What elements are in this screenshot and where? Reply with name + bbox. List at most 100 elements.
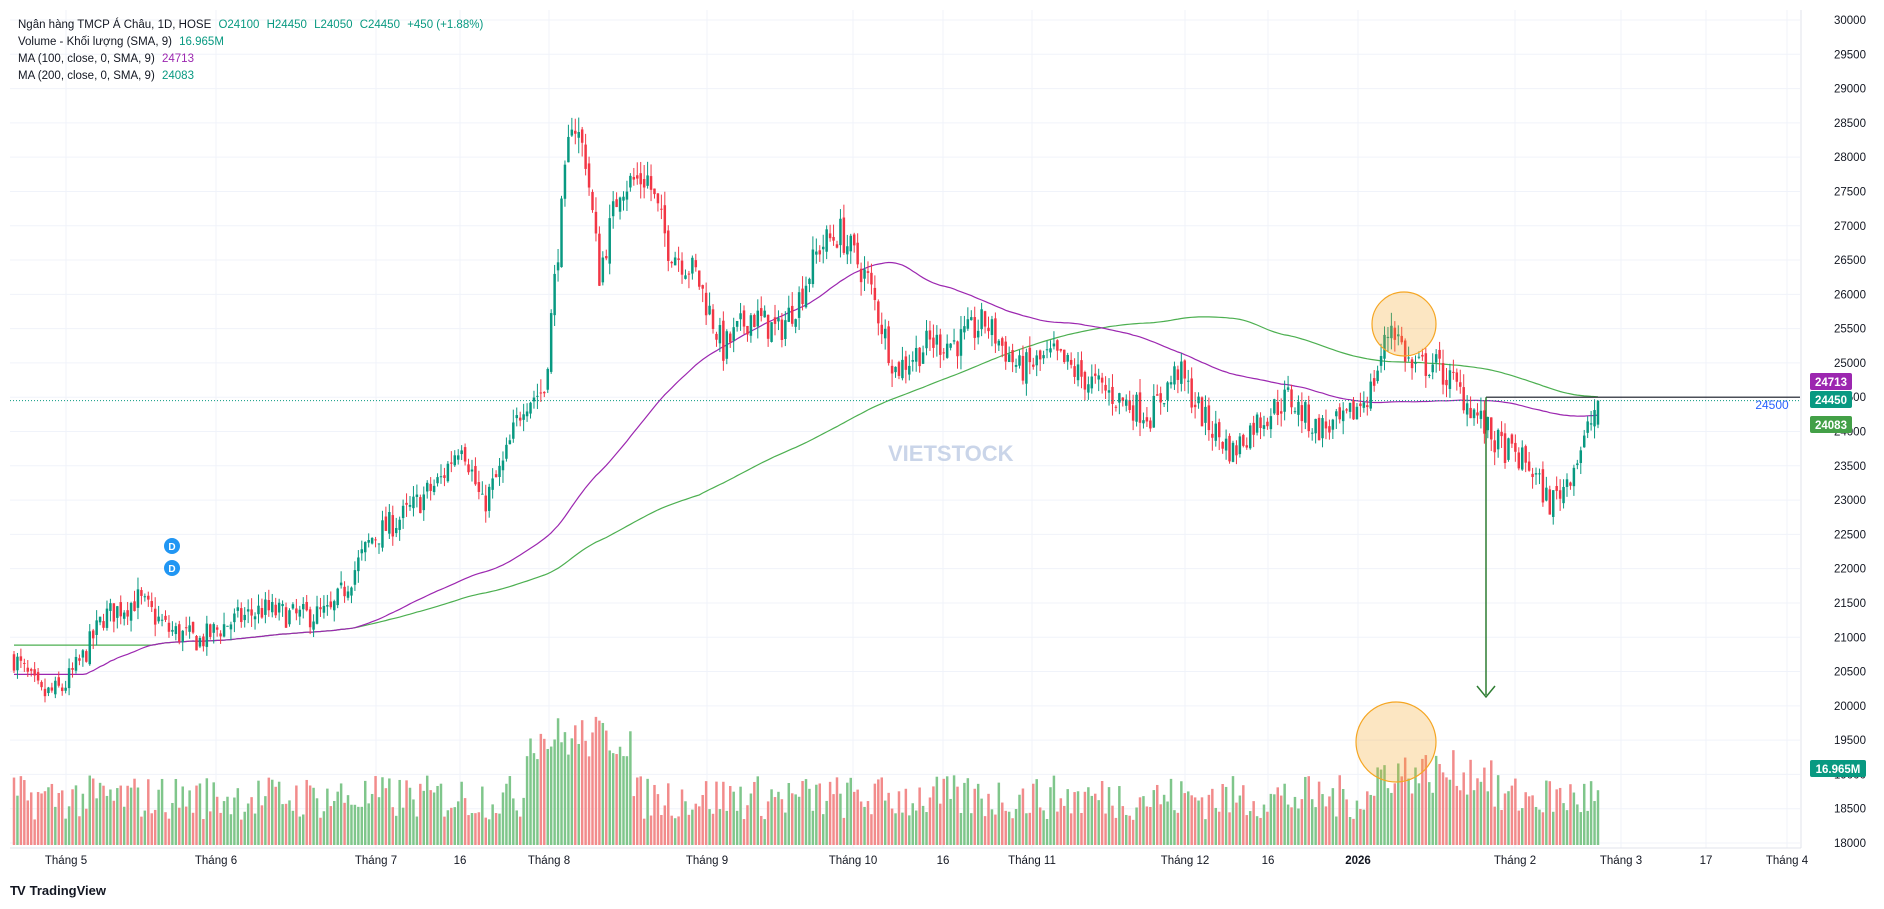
volume-bar [856,789,859,845]
candle-body [615,199,618,208]
candle-body [987,327,990,332]
volume-bar [932,786,935,845]
candle-body [945,343,949,358]
candle-body [753,314,756,328]
legend-ma100-row[interactable]: MA (100, close, 0, SMA, 9) 24713 [18,51,483,68]
volume-bar [997,782,1001,845]
candle-body [639,173,642,185]
volume-bar [236,788,240,845]
volume-bar [1314,807,1317,845]
tradingview-brand[interactable]: TV TradingView [10,883,106,898]
candle-body [1372,378,1376,386]
candle-body [271,602,274,613]
volume-bar [1283,783,1286,845]
volume-bar [773,797,777,845]
ma100-value: 24713 [161,53,194,65]
candle-body [381,520,384,548]
candle-body [109,603,112,611]
price-tick-label: 28000 [1834,152,1866,164]
candle-body [1507,438,1510,460]
candle-body [1441,363,1445,385]
volume-bar [1545,780,1548,845]
price-badge [1810,760,1866,777]
volume-bar [1514,778,1517,845]
volume-bar [1231,776,1235,845]
candle-body [942,352,945,354]
candle-body [1352,400,1355,420]
candle-body [704,292,708,316]
volume-bar [870,814,873,845]
volume-bar [429,790,432,845]
candle-body [164,615,167,620]
volume-bar [143,810,147,845]
ohlc-close: C24450 [359,19,400,31]
legend-ma200-row[interactable]: MA (200, close, 0, SMA, 9) 24083 [18,68,483,85]
candle-body [667,230,670,261]
candle-body [904,356,908,370]
volume-bar [1496,775,1500,845]
candle-body [1307,404,1310,432]
volume-bar [1176,812,1180,845]
volume-bar [350,804,353,845]
candle-body [308,609,312,628]
volume-bar [935,776,939,845]
candle-body [233,613,236,623]
volume-bar [543,738,546,845]
candle-body [1321,418,1324,439]
candle-body [1310,432,1314,434]
volume-bar [708,809,711,845]
volume-bar [54,806,57,845]
volume-bar [1379,769,1383,845]
candle-body [1328,426,1331,433]
volume-bar [153,809,157,845]
volume-bar [980,798,983,845]
candle-body [883,328,887,339]
candle-body [1200,397,1204,427]
candle-body [319,607,322,610]
candle-body [188,625,191,632]
volume-bar [246,803,250,845]
volume-bar [818,783,822,845]
candle-body [1204,406,1207,423]
volume-bar [147,779,150,845]
price-tick-label: 23000 [1834,495,1866,507]
volume-bar [1472,790,1476,845]
candle-body [866,271,870,273]
candle-body [298,609,302,617]
volume-bar [670,815,673,845]
candle-body [749,315,753,336]
candle-body [518,417,522,421]
candle-body [970,317,973,321]
candle-body [1383,334,1386,359]
volume-bar [673,818,677,845]
candle-body [415,494,419,497]
candle-body [825,229,828,252]
time-tick-label: 16 [454,855,467,867]
volume-bar [556,718,560,845]
candle-body [1297,401,1300,415]
candle-body [171,629,174,632]
candle-body [1386,336,1390,339]
candle-body [925,330,928,349]
candle-body [1341,410,1345,422]
candle-body [732,327,735,341]
candle-body [1063,349,1066,362]
volume-bar [191,812,195,845]
candle-body [429,483,432,491]
volume-bar [446,810,450,845]
volume-bar [1310,799,1314,845]
candle-body [1100,377,1104,383]
volume-bar [808,788,811,845]
candle-body [1521,447,1524,470]
volume-bar [1366,791,1369,845]
volume-bar [1562,803,1565,845]
volume-bar [1197,800,1200,845]
candle-body [1125,399,1128,406]
candle-body [763,310,766,318]
candle-body [815,251,818,255]
candle-body [1338,407,1341,420]
legend-volume-row[interactable]: Volume - Khối lượng (SMA, 9) 16.965M [18,34,483,51]
candle-body [1324,421,1328,429]
candle-body [470,469,474,472]
